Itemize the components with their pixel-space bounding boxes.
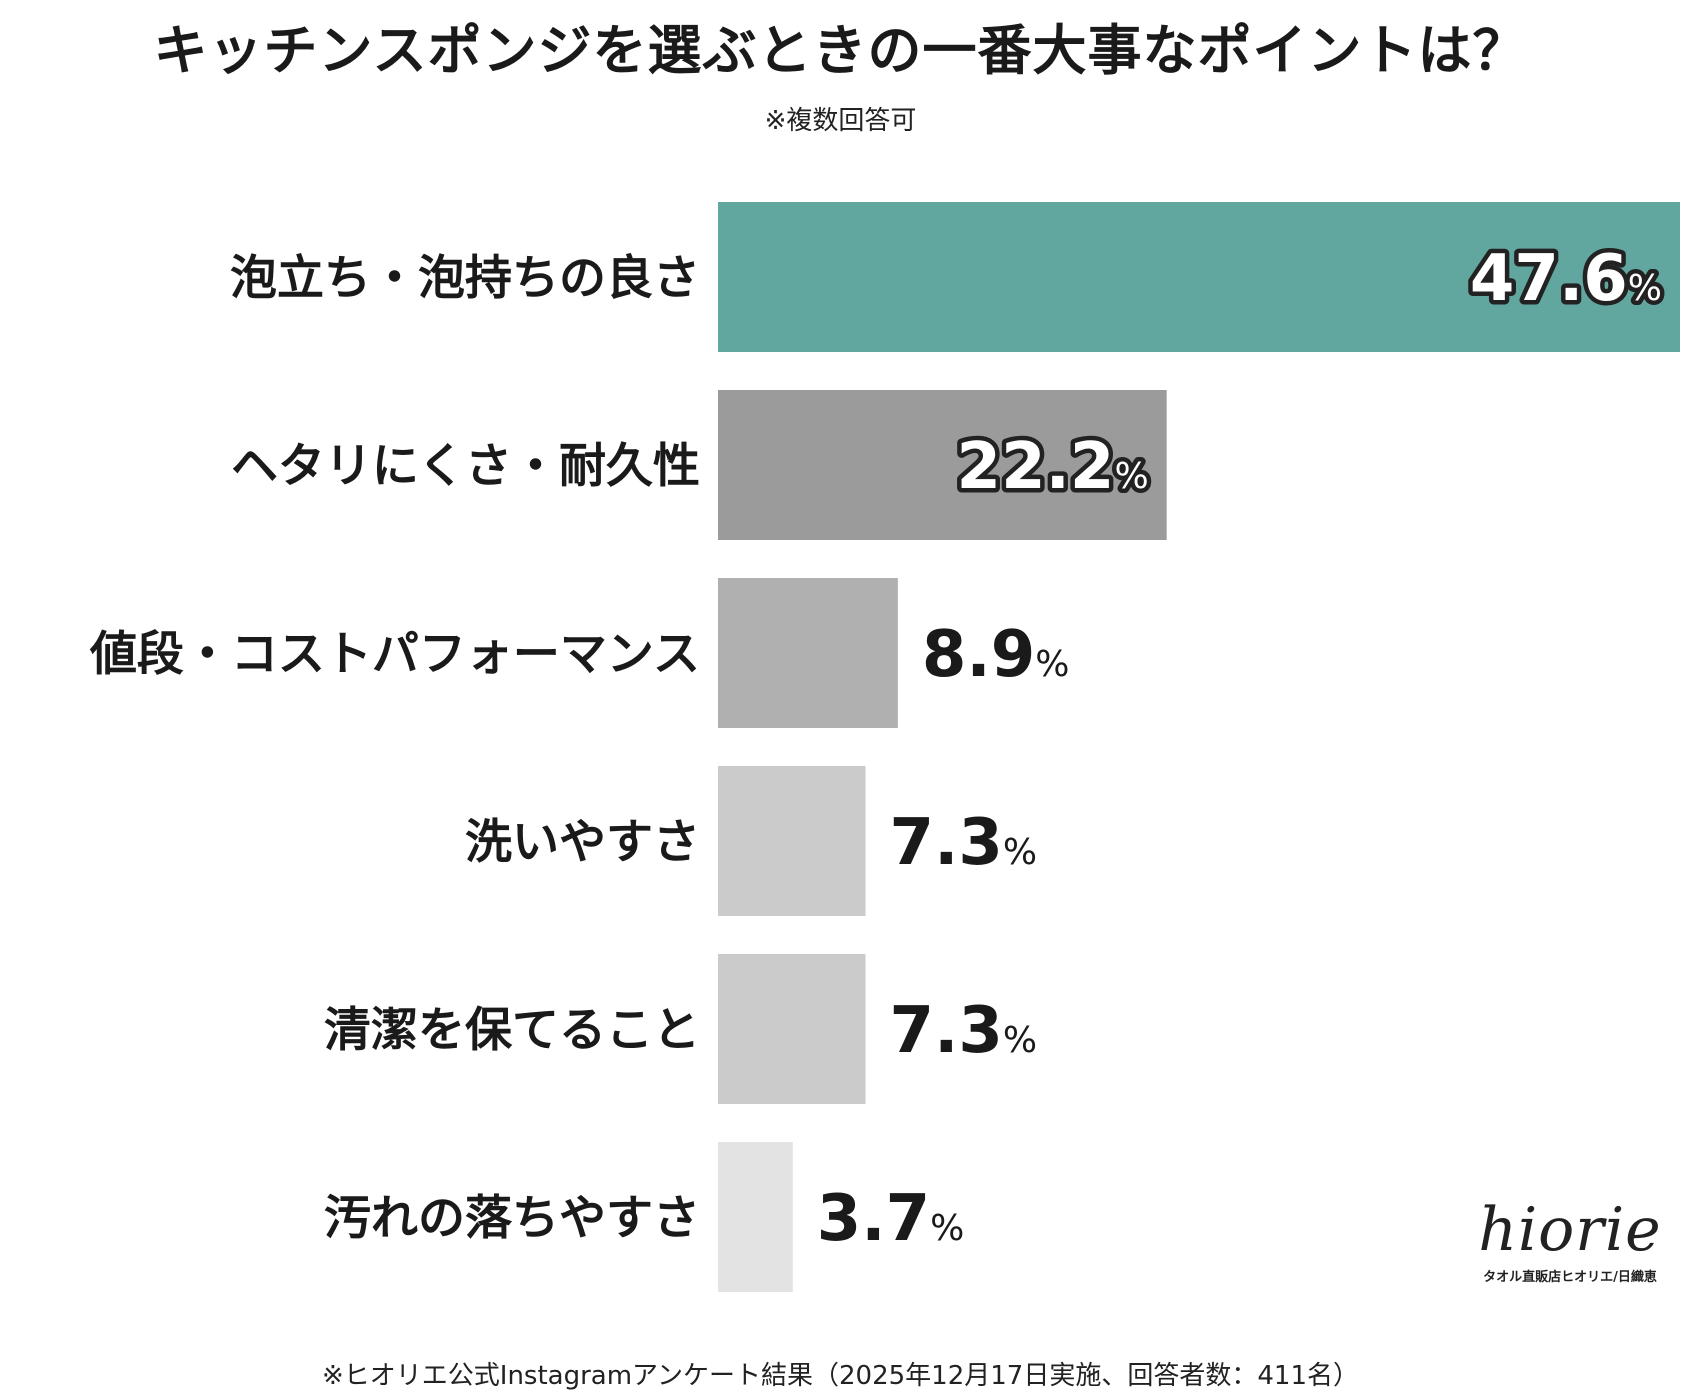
- bar: [718, 578, 898, 728]
- bar: [718, 1142, 793, 1292]
- data-label: 47.6%: [1470, 242, 1662, 316]
- category-label: 泡立ち・泡持ちの良さ: [230, 251, 700, 306]
- data-label: 7.3%: [890, 994, 1038, 1068]
- brand-logo: hiorie タオル直販店ヒオリエ/日織恵: [1470, 1196, 1670, 1285]
- data-label-unit: %: [1003, 1020, 1037, 1061]
- category-label: 洗いやすさ: [465, 815, 700, 870]
- data-label-value: 47.6: [1470, 242, 1628, 316]
- data-label-value: 7.3: [890, 994, 1003, 1068]
- data-label: 22.2%: [957, 430, 1149, 504]
- page-title: キッチンスポンジを選ぶときの一番大事なポイントは？: [153, 19, 1528, 82]
- survey-footnote: ※ヒオリエ公式Instagramアンケート結果（2025年12月17日実施、回答…: [322, 1361, 1359, 1391]
- data-label: 8.9%: [922, 618, 1070, 692]
- data-label-unit: %: [1035, 644, 1069, 685]
- bar: [718, 954, 866, 1104]
- data-label-value: 7.3: [890, 806, 1003, 880]
- bar: [718, 766, 866, 916]
- data-label-unit: %: [1114, 456, 1148, 497]
- category-label: 清潔を保てること: [324, 1003, 700, 1058]
- logo-wordmark: hiorie: [1478, 1195, 1662, 1265]
- data-label-value: 3.7: [817, 1182, 930, 1256]
- data-label-unit: %: [1003, 832, 1037, 873]
- data-label: 3.7%: [817, 1182, 965, 1256]
- bar: [718, 390, 1167, 540]
- category-label: 値段・コストパフォーマンス: [89, 627, 700, 682]
- data-label-value: 22.2: [957, 430, 1115, 504]
- logo-tagline: タオル直販店ヒオリエ/日織恵: [1483, 1270, 1657, 1285]
- category-label: 汚れの落ちやすさ: [324, 1191, 700, 1246]
- data-label-unit: %: [1628, 268, 1662, 309]
- category-label: ヘタリにくさ・耐久性: [231, 439, 700, 494]
- data-label-value: 8.9: [922, 618, 1035, 692]
- chart-subtitle: ※複数回答可: [764, 106, 917, 136]
- data-label: 7.3%: [890, 806, 1038, 880]
- data-label-unit: %: [930, 1208, 964, 1249]
- bar: [718, 202, 1680, 352]
